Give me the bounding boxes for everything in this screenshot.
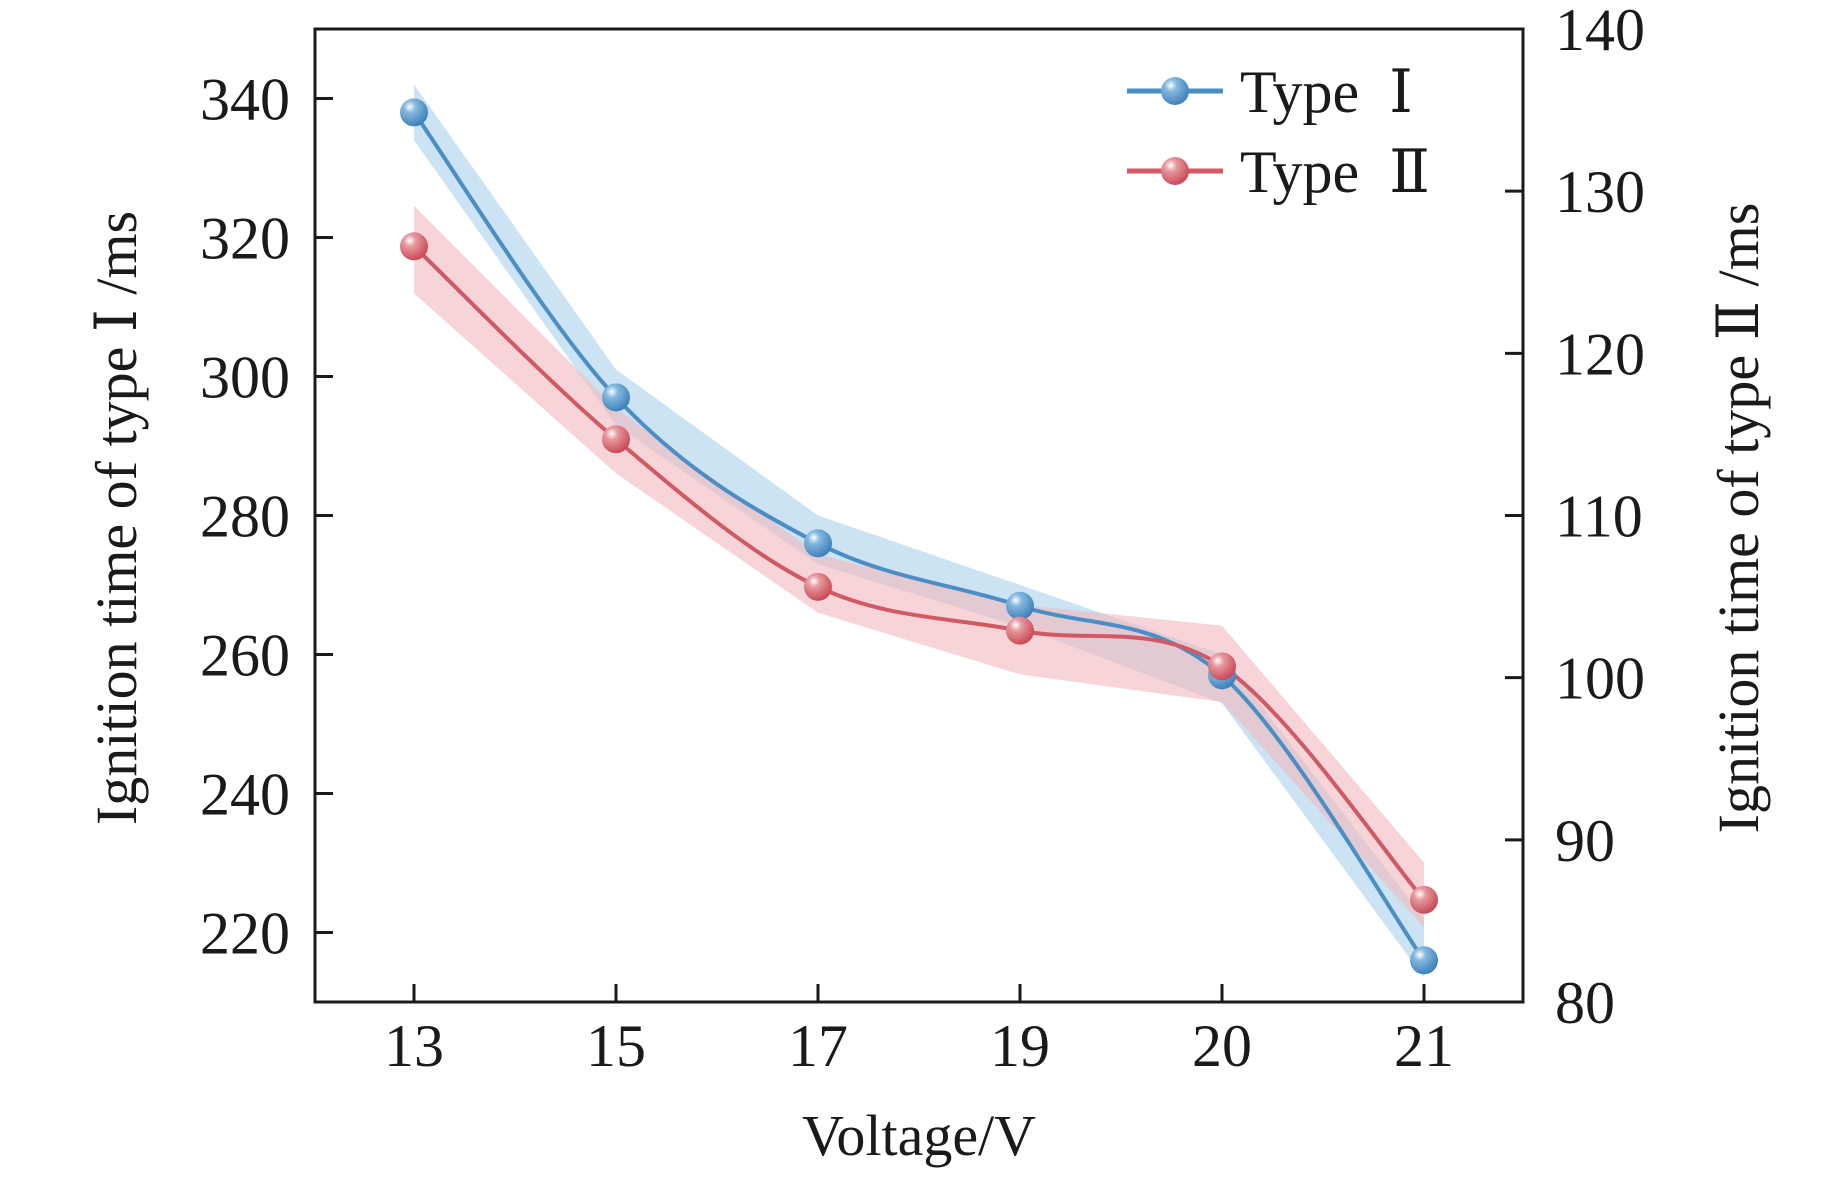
x-tick-label-13: 13 [384,1013,444,1079]
left-y-tick-label-280: 280 [200,484,290,550]
right-y-tick-label-100: 100 [1555,646,1645,712]
point-series-2-15[interactable] [602,425,630,454]
series-lines [412,111,1426,962]
right-y-axis-title: Ignition time of type Ⅱ /ms [1706,203,1771,834]
left-y-tick-label-320: 320 [200,206,290,272]
x-tick-label-21: 21 [1394,1013,1454,1079]
right-y-tick-label-80: 80 [1555,970,1615,1036]
right-y-tick-label-130: 130 [1555,159,1645,225]
left-y-tick-label-340: 340 [200,67,290,133]
point-series-1-17[interactable] [804,529,832,558]
x-tick-label-15: 15 [586,1013,646,1079]
left-y-tick-label-220: 220 [200,901,290,967]
x-tick-label-20: 20 [1192,1013,1252,1079]
point-series-1-13[interactable] [400,98,428,127]
point-series-1-15[interactable] [602,383,630,412]
point-series-2-21[interactable] [1410,885,1438,914]
legend-item-type-1[interactable]: Type Ⅰ [1127,59,1413,125]
right-y-axis-ticks: 80 90 100 110 120 130 140 [1505,0,1645,1036]
point-series-2-20[interactable] [1208,652,1236,681]
right-y-tick-label-110: 110 [1555,484,1643,550]
line-series-2 [412,244,1426,902]
left-y-axis-ticks: 220 240 260 280 300 320 340 [200,67,333,967]
point-series-2-17[interactable] [804,572,832,601]
left-y-tick-label-240: 240 [200,762,290,828]
x-axis-title: Voltage/V [802,1103,1036,1168]
left-y-tick-label-260: 260 [200,623,290,689]
left-y-tick-label-300: 300 [200,345,290,411]
x-tick-label-19: 19 [990,1013,1050,1079]
band-series-1 [414,84,1424,978]
right-y-tick-label-90: 90 [1555,808,1615,874]
x-tick-label-17: 17 [788,1013,848,1079]
left-y-axis-title: Ignition time of type Ⅰ /ms [84,211,149,825]
point-series-1-19[interactable] [1006,591,1034,620]
legend-marker-type-2 [1161,157,1189,185]
point-series-2-19[interactable] [1006,616,1034,645]
right-y-tick-label-120: 120 [1555,321,1645,387]
legend-label-type-1: Type Ⅰ [1240,59,1413,125]
x-axis-ticks: 13 15 17 19 20 21 [384,984,1454,1079]
confidence-bands [414,84,1424,978]
legend-item-type-2[interactable]: Type Ⅱ [1127,139,1430,205]
legend: Type Ⅰ Type Ⅱ [1127,59,1430,205]
point-series-2-13[interactable] [400,232,428,261]
series-markers [400,98,1438,975]
legend-label-type-2: Type Ⅱ [1240,139,1430,205]
line-series-1 [412,111,1426,962]
point-series-1-21[interactable] [1410,946,1438,975]
right-y-tick-label-140: 140 [1555,0,1645,63]
legend-marker-type-1 [1161,77,1189,105]
